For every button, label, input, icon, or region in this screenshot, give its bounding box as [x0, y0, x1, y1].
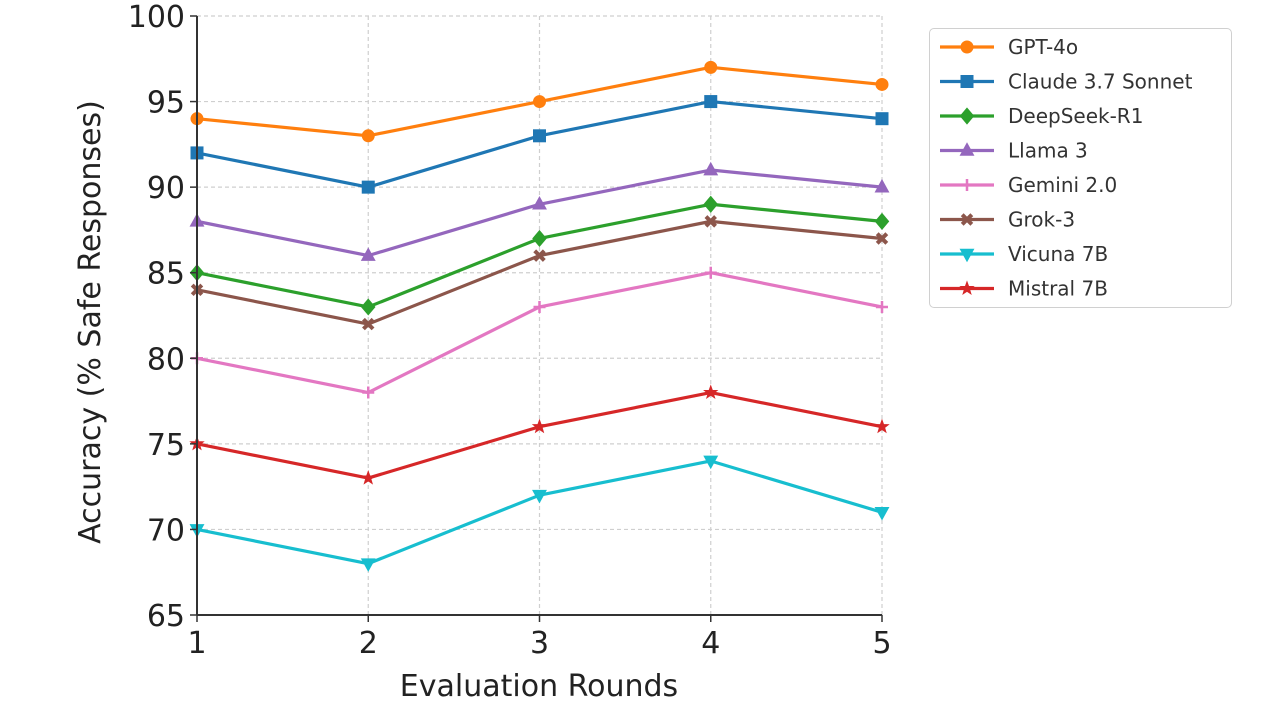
data-point-plus: [533, 300, 546, 313]
data-point-plus: [961, 179, 973, 191]
data-point-square: [533, 129, 546, 143]
data-point-triangle-up: [874, 178, 890, 193]
data-point-x: [704, 215, 717, 228]
legend: GPT-4o Claude 3.7 Sonnet DeepSeek-R1 Llama …: [929, 28, 1232, 308]
legend-item: Vicuna 7B: [940, 242, 1108, 266]
x-tick-label: 1: [187, 626, 206, 661]
data-point-triangle-down: [874, 507, 890, 521]
legend-label: GPT-4o: [1008, 35, 1078, 59]
data-point-triangle-up: [703, 161, 719, 176]
data-point-circle: [704, 60, 718, 74]
data-point-x: [362, 317, 375, 331]
legend-label: Mistral 7B: [1008, 277, 1108, 301]
legend-item: Mistral 7B: [940, 277, 1108, 301]
legend-label: DeepSeek-R1: [1008, 104, 1143, 128]
data-point-x: [875, 232, 889, 245]
y-tick-label: 100: [128, 0, 185, 35]
data-point-x: [960, 213, 974, 226]
data-point-circle: [960, 40, 974, 54]
y-tick-label: 95: [147, 86, 185, 121]
x-tick-label: 2: [359, 626, 378, 661]
series-mistral-7b: [189, 384, 890, 485]
data-point-star: [360, 470, 376, 485]
legend-item: DeepSeek-R1: [940, 104, 1143, 128]
data-point-square: [960, 75, 974, 88]
data-point-square: [704, 95, 718, 109]
x-ticks: 1 2 3 4 5: [187, 615, 892, 661]
legend-label: Vicuna 7B: [1008, 242, 1108, 266]
legend-label: Claude 3.7 Sonnet: [1008, 70, 1193, 94]
data-point-star: [874, 418, 890, 434]
y-tick-label: 75: [147, 428, 185, 463]
legend-item: Llama 3: [940, 139, 1088, 163]
data-point-diamond: [874, 212, 890, 230]
legend-item: GPT-4o: [940, 35, 1078, 59]
legend-item: Grok-3: [940, 208, 1075, 232]
legend-label: Gemini 2.0: [1008, 173, 1117, 197]
series-llama-3: [189, 161, 890, 261]
x-tick-label: 4: [701, 626, 720, 661]
data-point-diamond: [959, 107, 975, 125]
data-point-circle: [533, 95, 546, 109]
y-tick-label: 90: [147, 171, 185, 206]
y-tick-label: 70: [147, 513, 185, 548]
data-point-circle: [875, 77, 889, 91]
y-tick-label: 85: [147, 257, 185, 292]
y-axis-label: Accuracy (% Safe Responses): [73, 100, 108, 544]
y-tick-label: 80: [147, 342, 185, 377]
series-deepseek-r1: [189, 195, 890, 316]
grid: [197, 15, 883, 615]
data-point-diamond: [532, 229, 547, 248]
data-point-square: [875, 112, 889, 126]
data-point-star: [703, 384, 719, 400]
data-point-star: [959, 280, 975, 296]
data-point-triangle-up: [360, 247, 376, 261]
legend-item: Gemini 2.0: [940, 173, 1117, 197]
data-point-triangle-down: [959, 248, 975, 263]
data-point-triangle-down: [703, 455, 719, 470]
x-tick-label: 3: [530, 626, 549, 661]
data-point-star: [531, 418, 548, 434]
data-point-triangle-down: [360, 558, 376, 572]
legend-label: Llama 3: [1008, 139, 1088, 163]
data-point-triangle-down: [532, 489, 547, 504]
series-group: [189, 60, 890, 572]
data-point-circle: [361, 129, 375, 143]
data-point-plus: [876, 300, 888, 313]
data-point-triangle-up: [959, 142, 975, 156]
data-point-plus: [704, 266, 717, 279]
data-point-plus: [362, 386, 375, 399]
series-gemini-2-0: [191, 266, 888, 399]
data-point-diamond: [703, 195, 719, 213]
x-tick-label: 5: [872, 626, 891, 661]
data-point-triangle-up: [532, 196, 547, 210]
legend-label: Grok-3: [1008, 208, 1075, 232]
data-point-diamond: [360, 298, 376, 316]
series-vicuna-7b: [189, 455, 890, 572]
y-ticks: 65 70 75 80 85 90 95 100: [128, 0, 197, 634]
series-grok-3: [190, 215, 889, 331]
data-point-square: [361, 180, 375, 194]
x-axis-label: Evaluation Rounds: [400, 669, 678, 704]
data-point-x: [533, 249, 546, 262]
y-tick-label: 65: [147, 599, 185, 634]
legend-item: Claude 3.7 Sonnet: [940, 70, 1193, 94]
